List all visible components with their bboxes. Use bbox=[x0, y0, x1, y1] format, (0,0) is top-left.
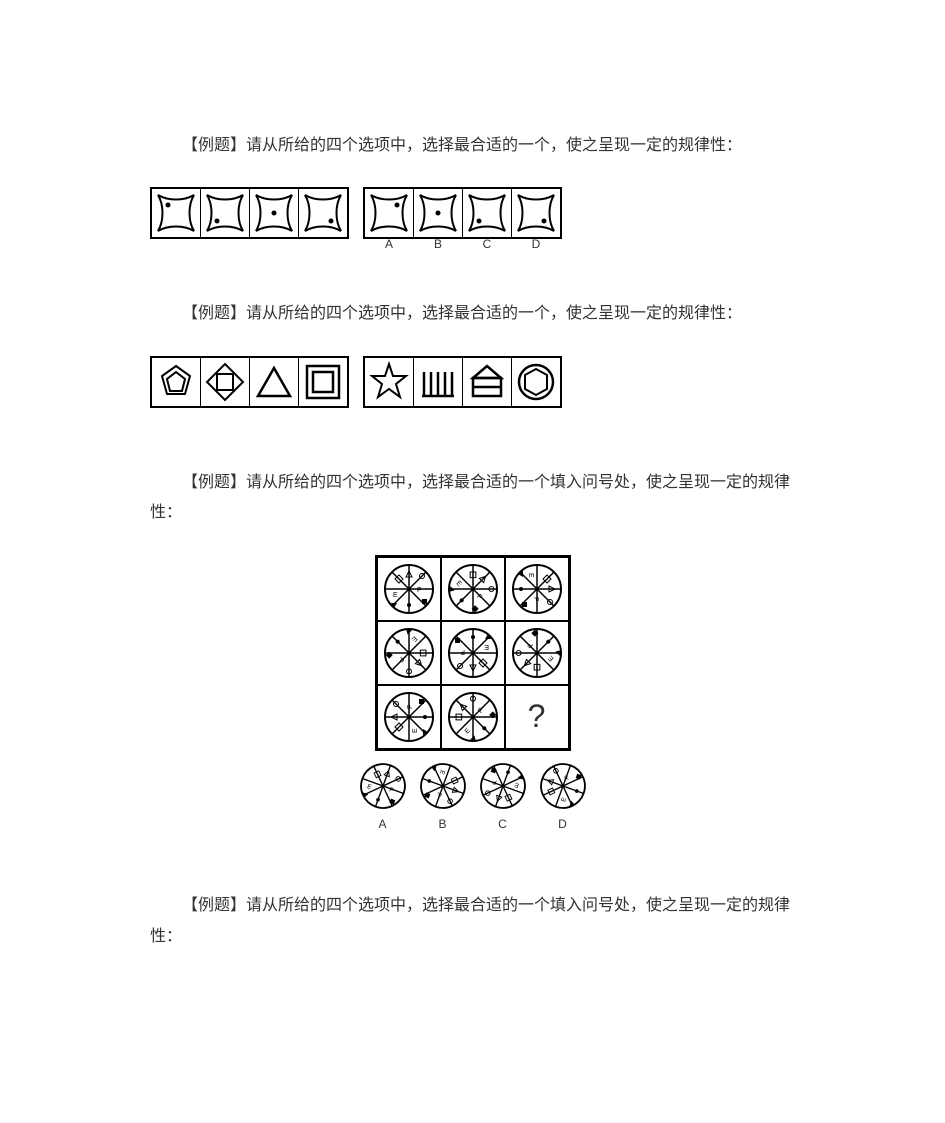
q1-option-d: D bbox=[512, 189, 560, 237]
question-1: 【例题】请从所给的四个选项中，选择最合适的一个，使之呈现一定的规律性： bbox=[150, 131, 795, 239]
q3-cell-2-0 bbox=[377, 685, 441, 749]
q1-option-d-label: D bbox=[512, 233, 560, 256]
q1-option-b-label: B bbox=[414, 233, 462, 256]
q1-sequence bbox=[150, 187, 349, 239]
q2-sequence bbox=[150, 356, 349, 408]
q3-cell-2-2: ? bbox=[505, 685, 569, 749]
q3-grid: ? bbox=[375, 555, 571, 751]
q1-options: A B C D bbox=[363, 187, 562, 239]
q3-options: A B C D bbox=[357, 761, 589, 836]
question-3-prompt: 【例题】请从所给的四个选项中，选择最合适的一个填入问号处，使之呈现一定的规律性： bbox=[150, 468, 795, 529]
q1-seq-cell-4 bbox=[299, 189, 347, 237]
question-2: 【例题】请从所给的四个选项中，选择最合适的一个，使之呈现一定的规律性： bbox=[150, 299, 795, 407]
q3-option-d-label: D bbox=[558, 813, 567, 836]
question-3-figure: ? A B C D bbox=[150, 555, 795, 836]
q3-option-b-label: B bbox=[438, 813, 446, 836]
q2-seq-cell-4 bbox=[299, 358, 347, 406]
q3-cell-1-1 bbox=[441, 621, 505, 685]
q1-option-c-label: C bbox=[463, 233, 511, 256]
q1-seq-cell-2 bbox=[201, 189, 250, 237]
page: 【例题】请从所给的四个选项中，选择最合适的一个，使之呈现一定的规律性： bbox=[0, 0, 945, 1058]
q3-cell-0-0 bbox=[377, 557, 441, 621]
question-1-prompt: 【例题】请从所给的四个选项中，选择最合适的一个，使之呈现一定的规律性： bbox=[150, 131, 795, 161]
q2-option-3 bbox=[463, 358, 512, 406]
q3-option-c: C bbox=[477, 761, 529, 836]
q2-seq-cell-1 bbox=[152, 358, 201, 406]
q2-option-4 bbox=[512, 358, 560, 406]
question-2-prompt: 【例题】请从所给的四个选项中，选择最合适的一个，使之呈现一定的规律性： bbox=[150, 299, 795, 329]
q3-cell-1-2 bbox=[505, 621, 569, 685]
q1-seq-cell-1 bbox=[152, 189, 201, 237]
q2-seq-cell-3 bbox=[250, 358, 299, 406]
q3-option-c-label: C bbox=[498, 813, 507, 836]
q1-option-a-label: A bbox=[365, 233, 413, 256]
q3-option-b: B bbox=[417, 761, 469, 836]
q3-cell-0-1 bbox=[441, 557, 505, 621]
q3-cell-2-1 bbox=[441, 685, 505, 749]
q3-cell-0-2 bbox=[505, 557, 569, 621]
q2-options bbox=[363, 356, 562, 408]
q3-option-a: A bbox=[357, 761, 409, 836]
question-2-figure bbox=[150, 356, 795, 408]
q3-missing-mark: ? bbox=[528, 686, 546, 747]
q2-option-2 bbox=[414, 358, 463, 406]
question-4-prompt: 【例题】请从所给的四个选项中，选择最合适的一个填入问号处，使之呈现一定的规律性： bbox=[150, 891, 795, 952]
q3-cell-1-0 bbox=[377, 621, 441, 685]
q1-option-b: B bbox=[414, 189, 463, 237]
q1-seq-cell-3 bbox=[250, 189, 299, 237]
question-4: 【例题】请从所给的四个选项中，选择最合适的一个填入问号处，使之呈现一定的规律性： bbox=[150, 891, 795, 952]
q3-option-a-label: A bbox=[378, 813, 386, 836]
question-3: 【例题】请从所给的四个选项中，选择最合适的一个填入问号处，使之呈现一定的规律性：… bbox=[150, 468, 795, 836]
q2-option-1 bbox=[365, 358, 414, 406]
q3-option-d: D bbox=[537, 761, 589, 836]
q1-option-c: C bbox=[463, 189, 512, 237]
q1-option-a: A bbox=[365, 189, 414, 237]
question-1-figure: A B C D bbox=[150, 187, 795, 239]
q2-seq-cell-2 bbox=[201, 358, 250, 406]
